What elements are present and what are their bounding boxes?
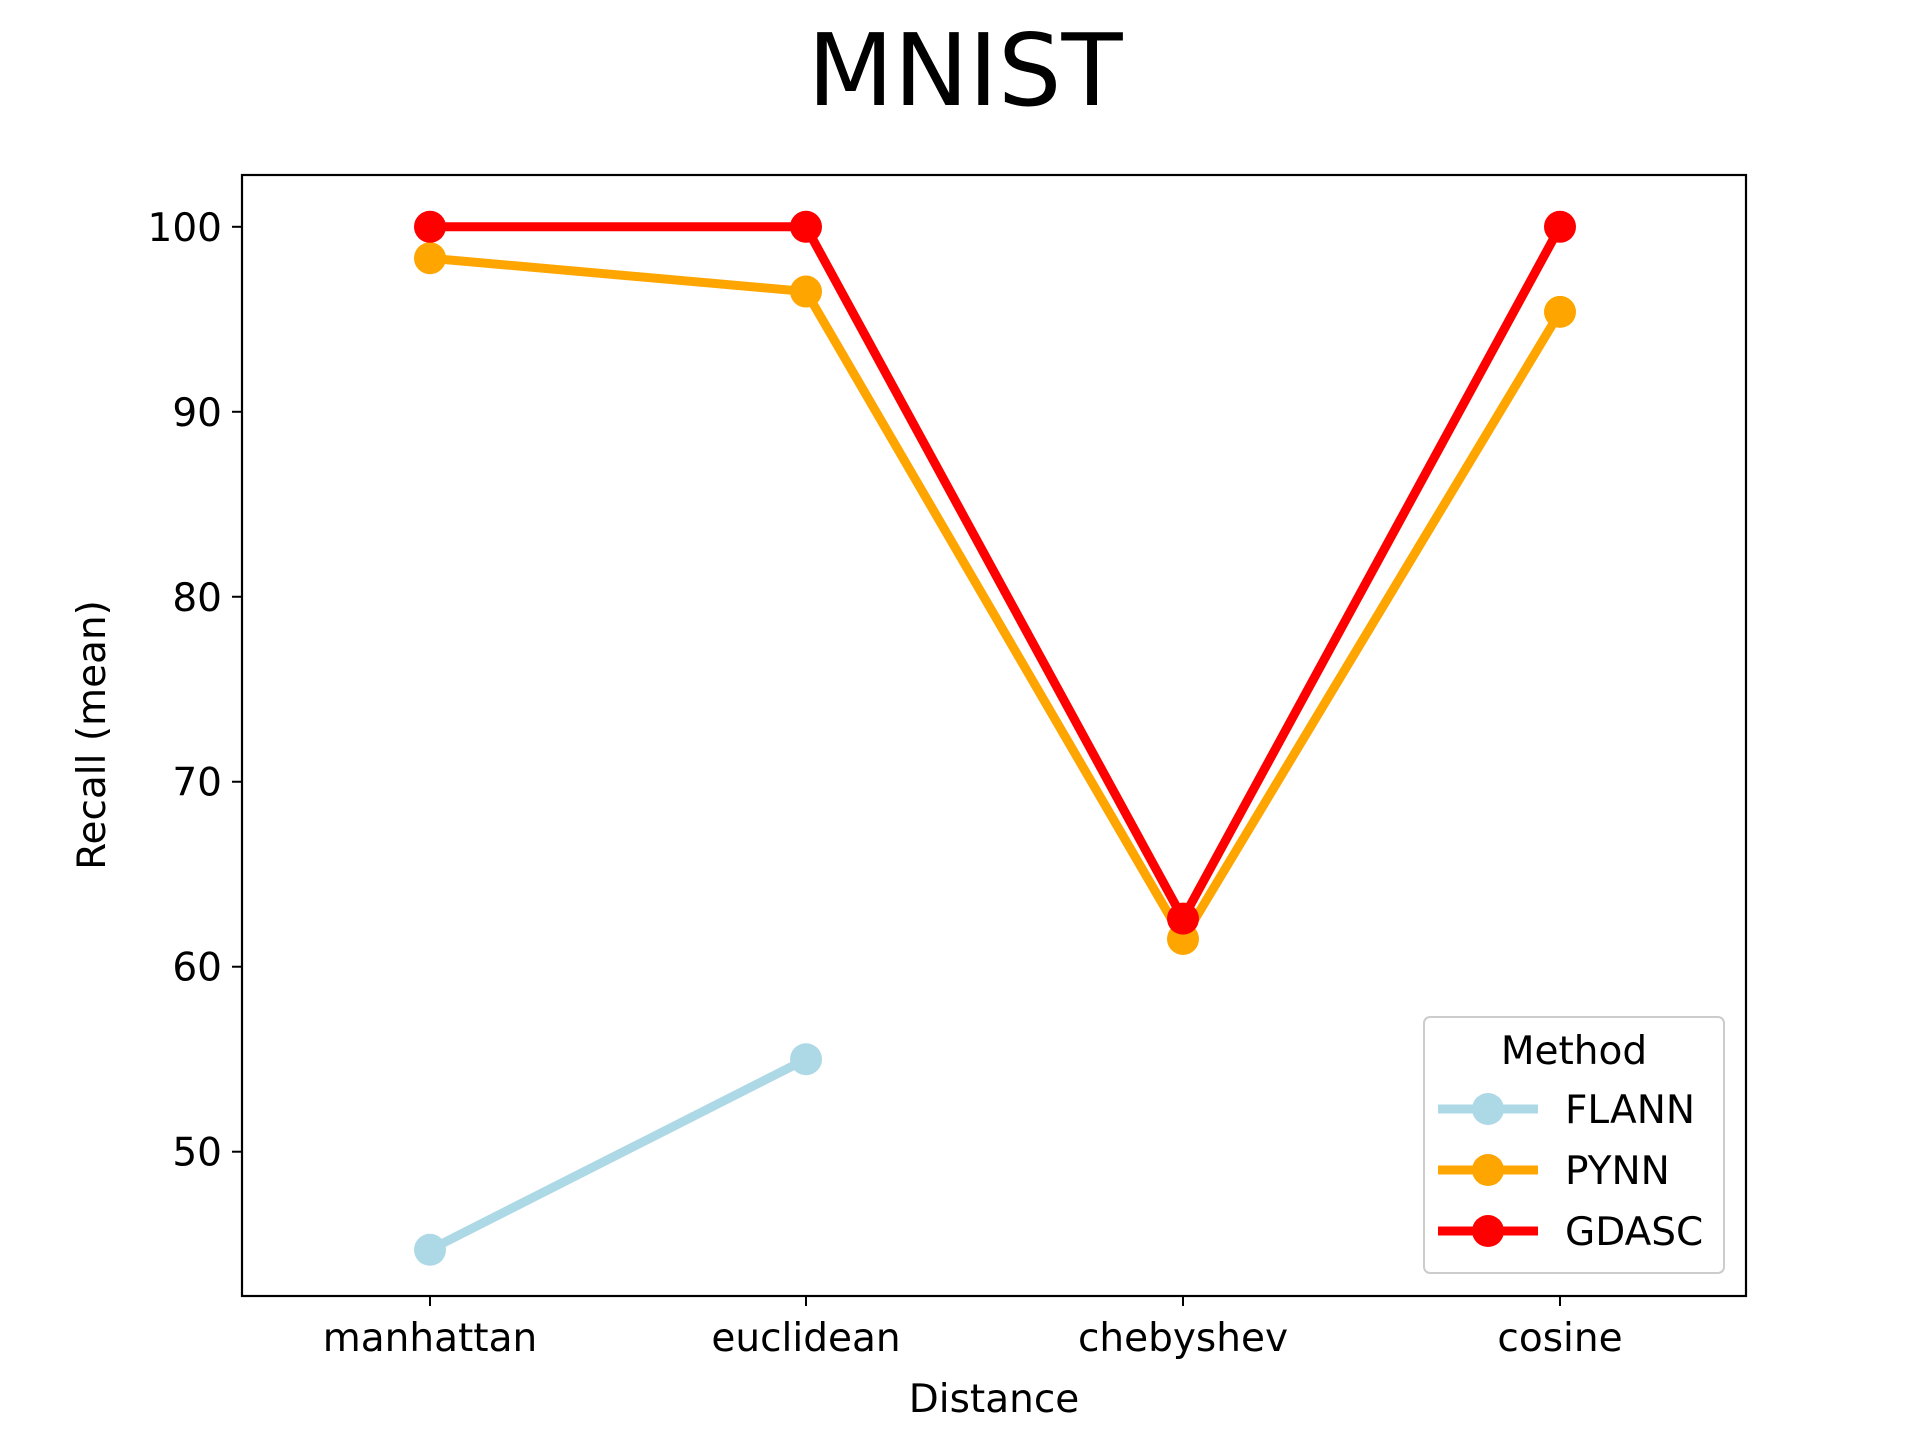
y-tick-label: 70 [172, 761, 222, 806]
y-tick-label: 100 [148, 206, 222, 251]
legend-label: PYNN [1565, 1149, 1670, 1194]
data-point-gdasc [1544, 210, 1576, 243]
legend-title: Method [1501, 1029, 1647, 1074]
data-point-gdasc [1167, 902, 1199, 935]
series-pynn [414, 242, 1576, 955]
y-tick-label: 90 [172, 391, 222, 436]
y-axis: 50 60 70 80 90 100 [148, 206, 242, 1176]
chart-title: MNIST [807, 12, 1123, 129]
legend-label: GDASC [1565, 1210, 1703, 1255]
data-point-gdasc [414, 210, 446, 243]
legend-label: FLANN [1565, 1088, 1695, 1133]
y-axis-label: Recall (mean) [70, 600, 115, 870]
legend-item-gdasc: GDASC [1438, 1210, 1703, 1255]
y-tick-label: 80 [172, 576, 222, 621]
data-point-flann [790, 1043, 822, 1076]
y-tick-label: 60 [172, 946, 222, 991]
x-tick-label: chebyshev [1078, 1316, 1288, 1361]
series-line-gdasc [430, 222, 1564, 929]
series-line-flann [427, 1055, 809, 1254]
data-point-pynn [1544, 295, 1576, 328]
x-tick-label: euclidean [711, 1316, 900, 1361]
legend-item-flann: FLANN [1438, 1088, 1695, 1133]
data-point-pynn [790, 275, 822, 308]
legend-box [1423, 1016, 1725, 1274]
series-line-pynn [429, 253, 1564, 948]
legend-swatch-marker [1472, 1093, 1504, 1125]
legend: Method FLANN PYNN GDASC [1423, 1016, 1725, 1274]
data-point-flann [414, 1233, 446, 1266]
plot-area [240, 173, 1748, 1298]
x-tick-label: cosine [1497, 1316, 1622, 1361]
series-flann [414, 1043, 822, 1266]
legend-item-pynn: PYNN [1438, 1149, 1670, 1194]
x-axis: manhattan euclidean chebyshev cosine [323, 1296, 1623, 1361]
series-layer [414, 210, 1576, 1266]
y-tick-label: 50 [172, 1131, 222, 1176]
x-tick-label: manhattan [323, 1316, 537, 1361]
data-point-pynn [414, 242, 446, 275]
legend-swatch-marker [1472, 1215, 1504, 1247]
series-gdasc [414, 210, 1576, 935]
x-axis-label: Distance [909, 1377, 1080, 1422]
legend-swatch-marker [1472, 1154, 1504, 1186]
data-point-gdasc [790, 210, 822, 243]
